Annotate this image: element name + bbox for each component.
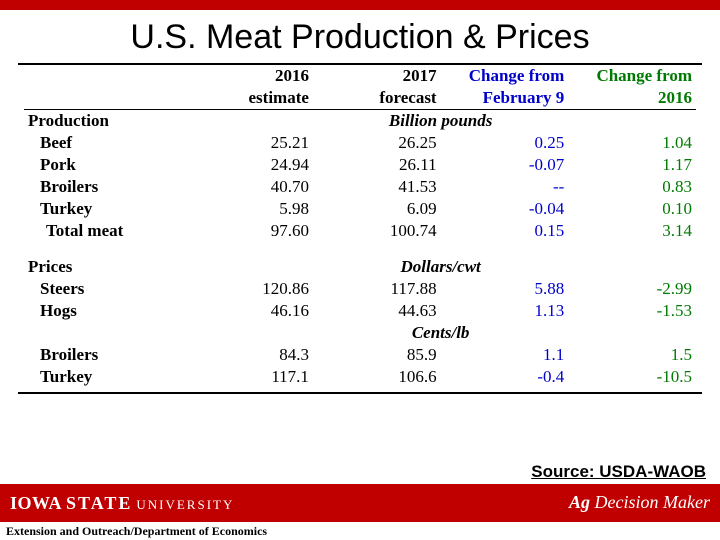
- isu-logo: IOWA STATE UNIVERSITY: [10, 493, 234, 514]
- ag-decision-maker-logo: Ag Decision Maker: [569, 495, 710, 510]
- table-row: Steers120.86117.885.88-2.99: [24, 278, 696, 300]
- col-chg-feb: Change from: [441, 65, 569, 87]
- table-row: Total meat97.60100.740.153.14: [24, 220, 696, 242]
- section-production: Production Billion pounds: [24, 110, 696, 132]
- accent-bar-top: [0, 0, 720, 10]
- table-row: Broilers84.385.91.11.5: [24, 344, 696, 366]
- col-chg-2016: Change from: [568, 65, 696, 87]
- section-prices-cents: Cents/lb: [24, 322, 696, 344]
- footer: IOWA STATE UNIVERSITY Ag Decision Maker …: [0, 484, 720, 540]
- page-title: U.S. Meat Production & Prices: [0, 10, 720, 63]
- extension-line: Extension and Outreach/Department of Eco…: [0, 522, 720, 540]
- col-2016: 2016: [185, 65, 313, 87]
- table-row: Turkey5.986.09-0.040.10: [24, 198, 696, 220]
- table-row: Hogs46.1644.631.13-1.53: [24, 300, 696, 322]
- table-container: 2016 2017 Change from Change from estima…: [0, 65, 720, 388]
- table-row: Broilers40.7041.53--0.83: [24, 176, 696, 198]
- divider-bottom: [18, 392, 702, 394]
- header-row-2: estimate forecast February 9 2016: [24, 87, 696, 109]
- header-row-1: 2016 2017 Change from Change from: [24, 65, 696, 87]
- table-row: Pork24.9426.11-0.071.17: [24, 154, 696, 176]
- col-2017: 2017: [313, 65, 441, 87]
- table-row: Turkey117.1106.6-0.4-10.5: [24, 366, 696, 388]
- data-table: 2016 2017 Change from Change from estima…: [24, 65, 696, 388]
- source-citation: Source: USDA-WAOB: [531, 462, 706, 482]
- footer-bar: IOWA STATE UNIVERSITY Ag Decision Maker: [0, 484, 720, 522]
- section-prices: Prices Dollars/cwt: [24, 256, 696, 278]
- table-row: Beef25.2126.250.251.04: [24, 132, 696, 154]
